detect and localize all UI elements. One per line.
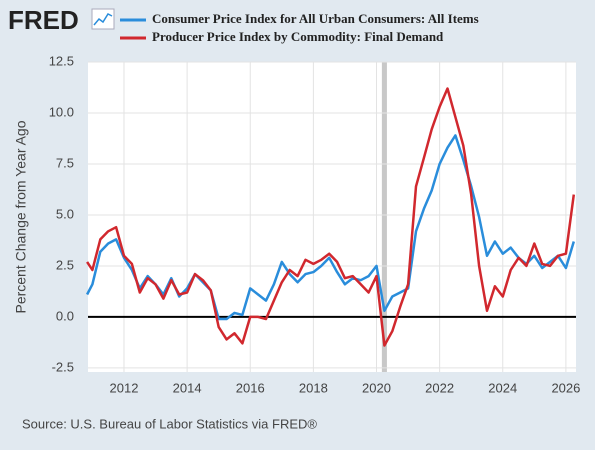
y-tick-label: 5.0: [56, 206, 74, 221]
recession-band: [381, 62, 387, 372]
logo-icon-line: [93, 13, 113, 26]
y-axis-label: Percent Change from Year Ago: [13, 120, 29, 313]
x-tick-label: 2022: [425, 380, 454, 395]
source: Source: U.S. Bureau of Labor Statistics …: [22, 416, 317, 431]
x-tick-label: 2016: [236, 380, 265, 395]
y-tick-label: 7.5: [56, 155, 74, 170]
logo-icon: [91, 8, 115, 30]
y-tick-label: 2.5: [56, 257, 74, 272]
x-tick-label: 2014: [173, 380, 202, 395]
y-tick-label: 10.0: [49, 104, 74, 119]
series-line: [85, 134, 575, 321]
legend-label: Producer Price Index by Commodity: Final…: [152, 29, 444, 44]
y-tick-label: 0.0: [56, 308, 74, 323]
y-tick-label: -2.5: [52, 359, 74, 374]
x-tick-label: 2012: [110, 380, 139, 395]
x-tick-label: 2018: [299, 380, 328, 395]
series-line: [86, 87, 576, 347]
x-tick-label: 2020: [362, 380, 391, 395]
legend-label: Consumer Price Index for All Urban Consu…: [152, 11, 479, 26]
plot-area: [88, 62, 576, 372]
y-tick-label: 12.5: [49, 53, 74, 68]
x-tick-label: 2024: [488, 380, 517, 395]
x-tick-label: 2026: [551, 380, 580, 395]
logo: FRED: [8, 5, 79, 35]
